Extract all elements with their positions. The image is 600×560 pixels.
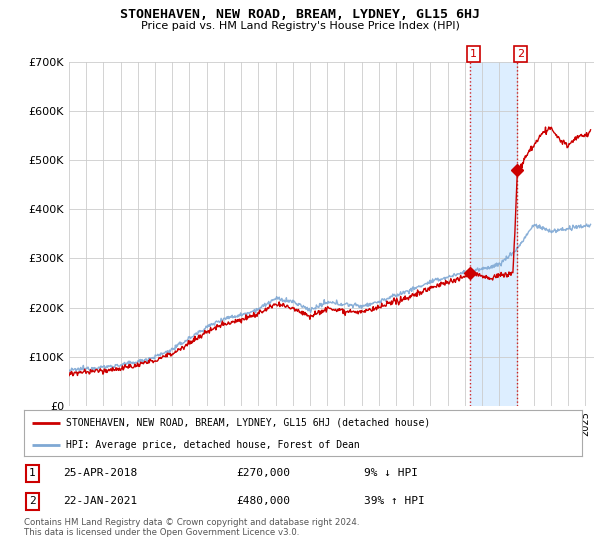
Text: 22-JAN-2021: 22-JAN-2021 bbox=[63, 496, 137, 506]
Text: £480,000: £480,000 bbox=[236, 496, 290, 506]
Text: 9% ↓ HPI: 9% ↓ HPI bbox=[364, 468, 418, 478]
Text: 39% ↑ HPI: 39% ↑ HPI bbox=[364, 496, 425, 506]
Text: 2: 2 bbox=[29, 496, 36, 506]
Text: STONEHAVEN, NEW ROAD, BREAM, LYDNEY, GL15 6HJ (detached house): STONEHAVEN, NEW ROAD, BREAM, LYDNEY, GL1… bbox=[66, 418, 430, 428]
Text: Contains HM Land Registry data © Crown copyright and database right 2024.
This d: Contains HM Land Registry data © Crown c… bbox=[24, 518, 359, 538]
Text: 25-APR-2018: 25-APR-2018 bbox=[63, 468, 137, 478]
Text: STONEHAVEN, NEW ROAD, BREAM, LYDNEY, GL15 6HJ: STONEHAVEN, NEW ROAD, BREAM, LYDNEY, GL1… bbox=[120, 8, 480, 21]
Text: 1: 1 bbox=[470, 49, 477, 59]
Text: 2: 2 bbox=[517, 49, 524, 59]
Text: 1: 1 bbox=[29, 468, 36, 478]
Text: Price paid vs. HM Land Registry's House Price Index (HPI): Price paid vs. HM Land Registry's House … bbox=[140, 21, 460, 31]
Text: HPI: Average price, detached house, Forest of Dean: HPI: Average price, detached house, Fore… bbox=[66, 440, 359, 450]
Bar bbox=[470, 62, 517, 406]
Text: £270,000: £270,000 bbox=[236, 468, 290, 478]
